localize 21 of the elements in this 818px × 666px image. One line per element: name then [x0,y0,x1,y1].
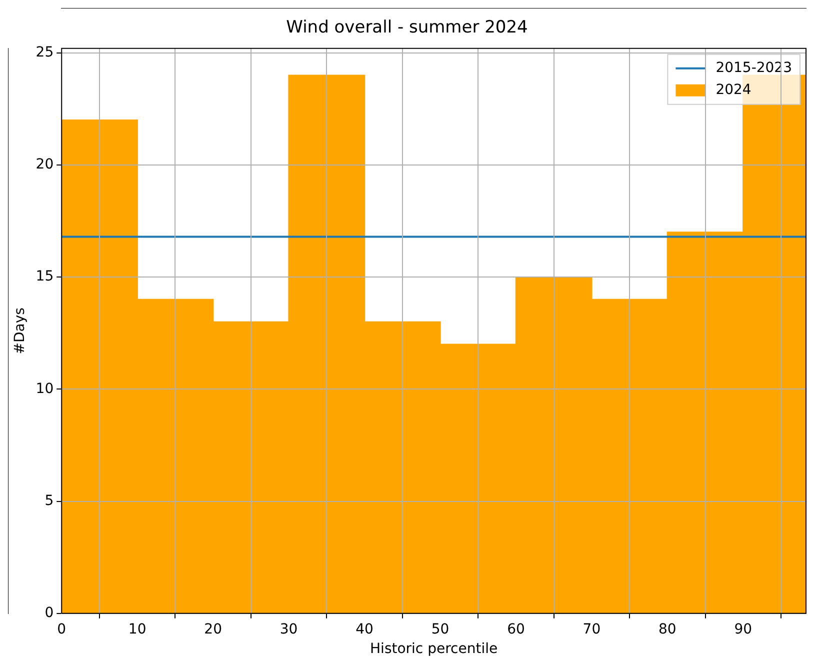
y-tick-label: 20 [36,156,54,173]
x-tick-label: 80 [658,621,676,638]
y-axis-title: #Days [12,308,28,354]
x-tick-label: 90 [734,621,752,638]
x-axis-title: Historic percentile [370,641,498,658]
x-tick-label: 70 [582,621,601,638]
y-tick-label: 25 [36,44,54,61]
y-tick-label: 0 [44,605,54,622]
x-tick-label: 10 [128,621,146,638]
x-tick-label: 30 [280,621,298,638]
chart-title: Wind overall - summer 2024 [286,18,528,38]
x-tick-label: 50 [431,621,450,638]
legend-label: 2024 [716,82,752,98]
x-tick-label: 40 [356,621,374,638]
y-tick-label: 10 [36,380,54,397]
x-tick-label: 20 [204,621,222,638]
x-tick-label: 0 [57,621,66,638]
legend-label: 2015-2023 [716,60,792,76]
y-tick-label: 5 [44,492,54,509]
y-tick-label: 15 [36,268,54,285]
x-tick-label: 60 [507,621,525,638]
